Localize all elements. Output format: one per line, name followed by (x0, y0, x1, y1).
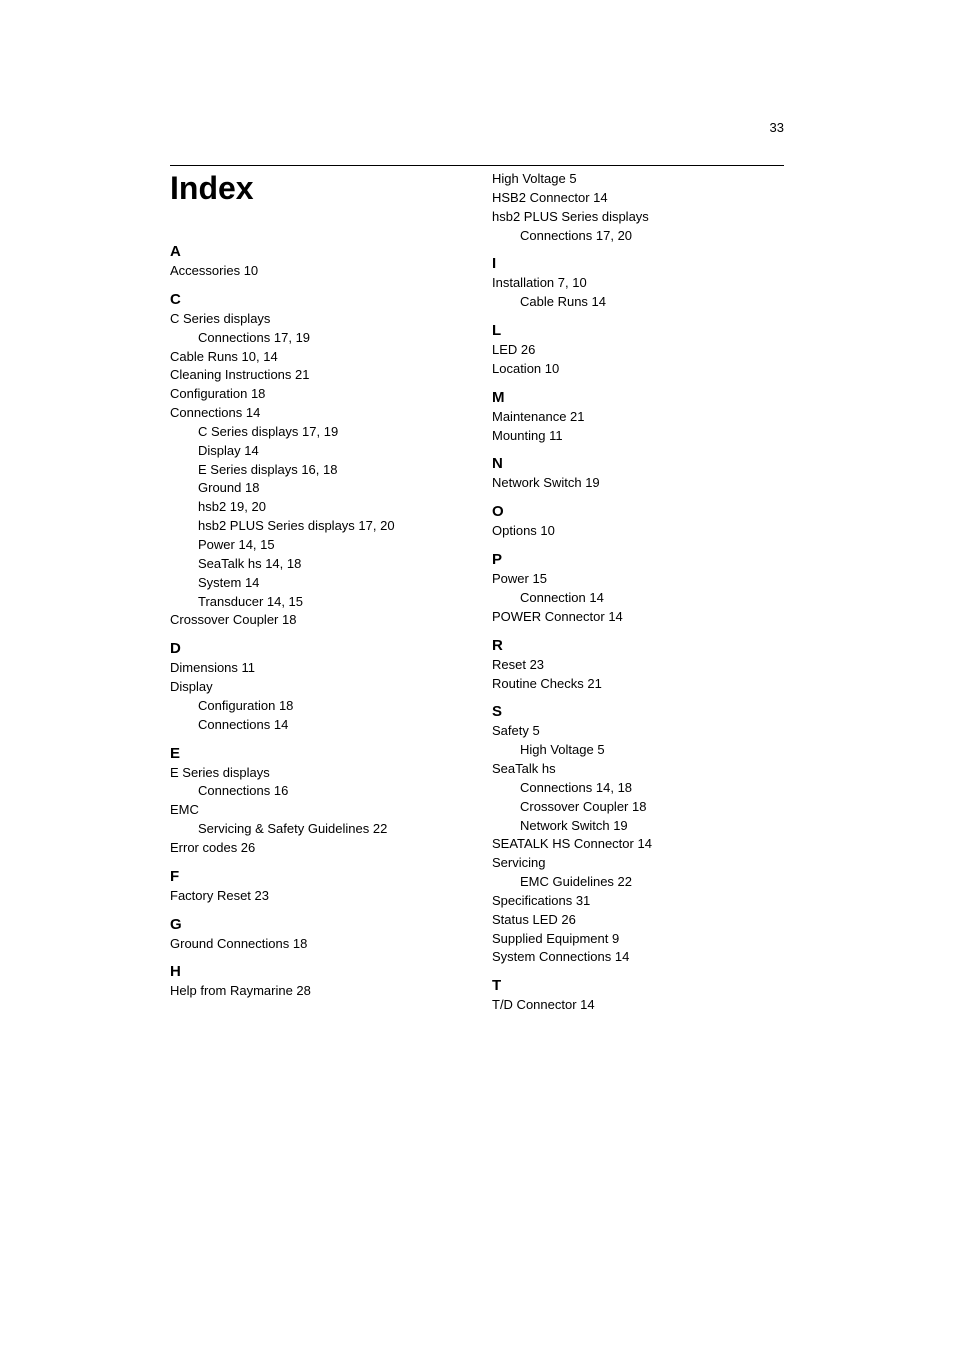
index-entry: Crossover Coupler 18 (170, 611, 462, 630)
section-letter: D (170, 640, 462, 657)
index-entry: C Series displays 17, 19 (170, 423, 462, 442)
index-entry: hsb2 PLUS Series displays 17, 20 (170, 517, 462, 536)
index-entry: Connections 16 (170, 782, 462, 801)
index-entry: Connections 14 (170, 716, 462, 735)
top-rule (170, 165, 784, 166)
index-entry: SeaTalk hs (492, 760, 784, 779)
index-entry: Location 10 (492, 360, 784, 379)
index-entry: Options 10 (492, 522, 784, 541)
index-entry: Connections 17, 20 (492, 227, 784, 246)
index-entry: Help from Raymarine 28 (170, 982, 462, 1001)
index-entry: System Connections 14 (492, 948, 784, 967)
index-entry: Network Switch 19 (492, 817, 784, 836)
section-letter: T (492, 977, 784, 994)
index-entry: Crossover Coupler 18 (492, 798, 784, 817)
index-entry: Reset 23 (492, 656, 784, 675)
index-entry: Ground 18 (170, 479, 462, 498)
section-letter: M (492, 389, 784, 406)
section-letter: H (170, 963, 462, 980)
index-entry: Mounting 11 (492, 427, 784, 446)
index-entry: High Voltage 5 (492, 741, 784, 760)
index-entry: Connections 17, 19 (170, 329, 462, 348)
index-entry: Maintenance 21 (492, 408, 784, 427)
index-entry: Supplied Equipment 9 (492, 930, 784, 949)
index-entry: Cleaning Instructions 21 (170, 366, 462, 385)
index-entry: Dimensions 11 (170, 659, 462, 678)
section-letter: A (170, 243, 462, 260)
index-title: Index (170, 170, 462, 207)
index-entry: SEATALK HS Connector 14 (492, 835, 784, 854)
section-letter: F (170, 868, 462, 885)
index-entry: SeaTalk hs 14, 18 (170, 555, 462, 574)
index-entry: hsb2 PLUS Series displays (492, 208, 784, 227)
index-entry: Servicing (492, 854, 784, 873)
section-letter: C (170, 291, 462, 308)
section-letter: S (492, 703, 784, 720)
index-entry: Connections 14 (170, 404, 462, 423)
column-right: High Voltage 5HSB2 Connector 14hsb2 PLUS… (492, 170, 784, 1015)
index-entry: Configuration 18 (170, 697, 462, 716)
index-entry: Installation 7, 10 (492, 274, 784, 293)
section-letter: E (170, 745, 462, 762)
index-entry: Power 14, 15 (170, 536, 462, 555)
index-entry: Network Switch 19 (492, 474, 784, 493)
section-letter: N (492, 455, 784, 472)
index-entry: E Series displays 16, 18 (170, 461, 462, 480)
index-entry: Transducer 14, 15 (170, 593, 462, 612)
index-entry: High Voltage 5 (492, 170, 784, 189)
section-letter: I (492, 255, 784, 272)
index-entry: Cable Runs 14 (492, 293, 784, 312)
index-entry: Error codes 26 (170, 839, 462, 858)
index-columns: Index AAccessories 10CC Series displaysC… (170, 170, 784, 1015)
index-entry: Specifications 31 (492, 892, 784, 911)
index-entry: Ground Connections 18 (170, 935, 462, 954)
index-entry: Servicing & Safety Guidelines 22 (170, 820, 462, 839)
index-entry: Routine Checks 21 (492, 675, 784, 694)
section-letter: P (492, 551, 784, 568)
index-entry: Power 15 (492, 570, 784, 589)
index-entry: LED 26 (492, 341, 784, 360)
index-entry: Factory Reset 23 (170, 887, 462, 906)
section-letter: R (492, 637, 784, 654)
index-entry: C Series displays (170, 310, 462, 329)
section-letter: L (492, 322, 784, 339)
index-entry: E Series displays (170, 764, 462, 783)
index-entry: Cable Runs 10, 14 (170, 348, 462, 367)
index-entry: Connection 14 (492, 589, 784, 608)
index-entry: Accessories 10 (170, 262, 462, 281)
section-letter: G (170, 916, 462, 933)
index-entry: Display (170, 678, 462, 697)
index-entry: System 14 (170, 574, 462, 593)
index-entry: POWER Connector 14 (492, 608, 784, 627)
index-entry: hsb2 19, 20 (170, 498, 462, 517)
index-entry: Safety 5 (492, 722, 784, 741)
index-entry: Configuration 18 (170, 385, 462, 404)
page-number: 33 (170, 120, 784, 135)
column-left: Index AAccessories 10CC Series displaysC… (170, 170, 462, 1015)
index-entry: Status LED 26 (492, 911, 784, 930)
index-entry: Connections 14, 18 (492, 779, 784, 798)
index-entry: HSB2 Connector 14 (492, 189, 784, 208)
index-entry: T/D Connector 14 (492, 996, 784, 1015)
index-entry: Display 14 (170, 442, 462, 461)
index-entry: EMC Guidelines 22 (492, 873, 784, 892)
section-letter: O (492, 503, 784, 520)
index-entry: EMC (170, 801, 462, 820)
page-wrapper: 33 Index A Accessories 10 C C Series displa… (170, 120, 784, 1015)
